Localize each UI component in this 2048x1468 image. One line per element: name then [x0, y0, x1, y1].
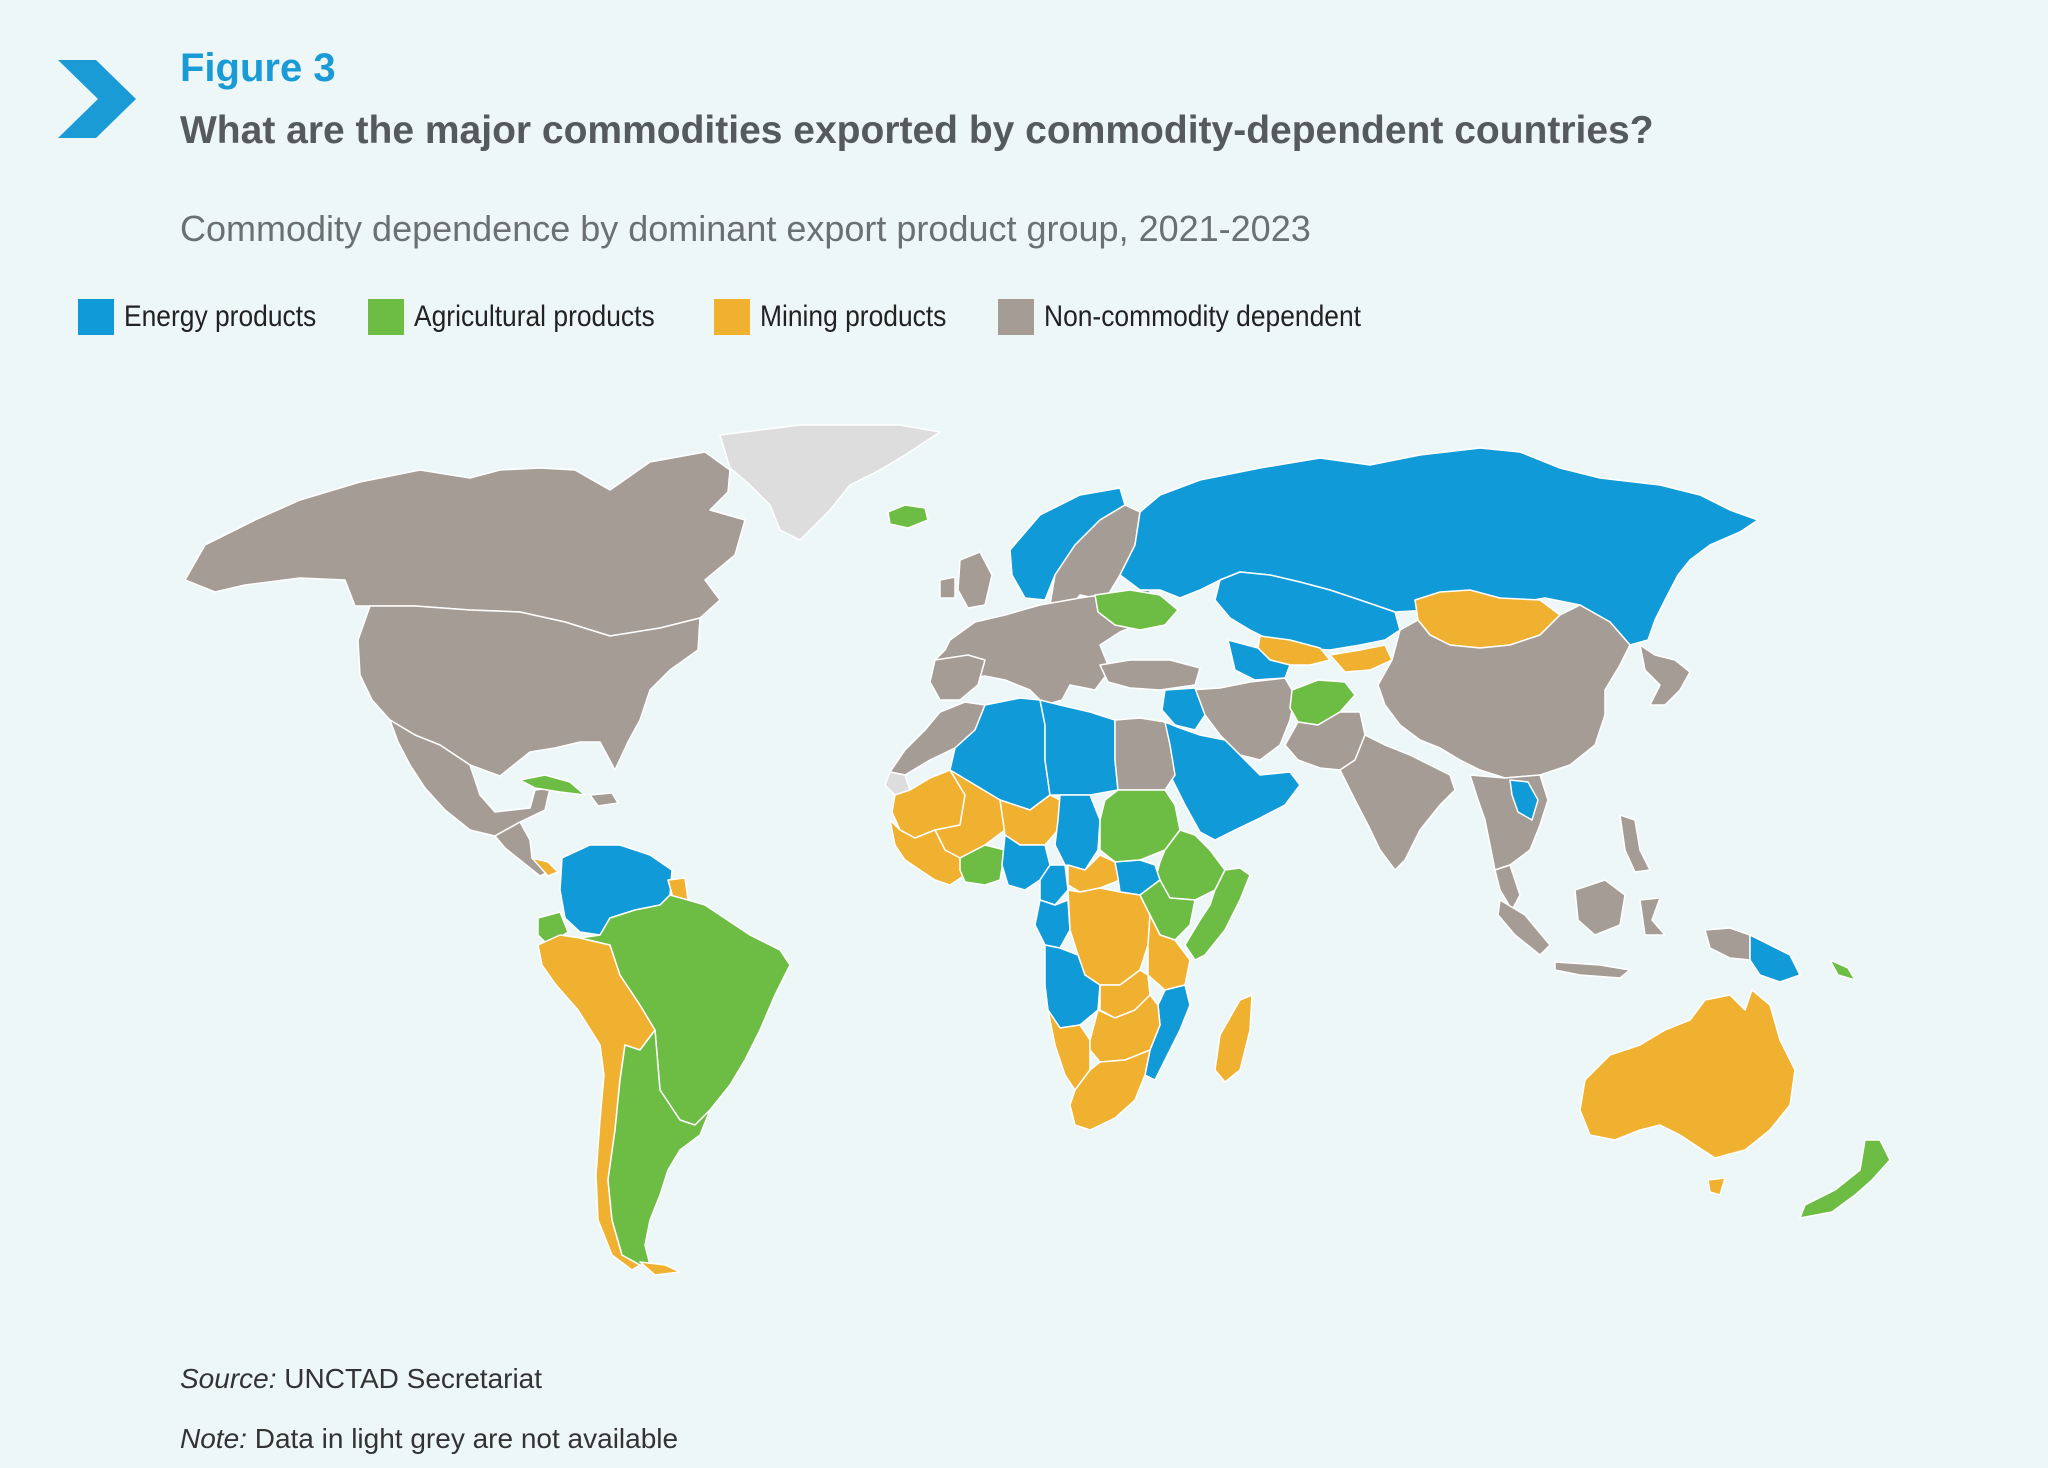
legend-label-non-commodity: Non-commodity dependent: [1043, 300, 1361, 333]
region-somalia: [1184, 867, 1251, 961]
region-cuba: [519, 774, 586, 796]
region-chad: [1054, 794, 1101, 871]
region-papua-new-guinea: [1749, 934, 1801, 983]
region-iraq: [1161, 687, 1206, 731]
region-egypt: [1114, 717, 1176, 791]
note-text: Data in light grey are not available: [254, 1423, 679, 1454]
note: Note: Data in light grey are not availab…: [180, 1423, 678, 1455]
region-argentina: [607, 1029, 711, 1266]
region-new-guinea-west: [1704, 927, 1751, 961]
region-malay-peninsula: [1494, 864, 1521, 911]
region-kazakhstan: [1214, 571, 1401, 651]
region-solomon-islands: [1829, 959, 1856, 981]
note-label: Note:: [180, 1423, 247, 1454]
legend-label-energy: Energy products: [124, 300, 317, 333]
legend-item-mining: Mining products: [713, 299, 972, 335]
region-tierra-del-fuego: [639, 1261, 681, 1276]
region-hispaniola: [589, 792, 619, 807]
world-map: [184, 424, 1891, 1276]
figure-label: Figure 3: [180, 46, 336, 90]
region-south-africa: [1069, 1049, 1151, 1131]
region-ghana-ivory-coast: [959, 844, 1006, 886]
region-iceland: [887, 504, 929, 529]
source-note: Source: UNCTAD Secretariat: [180, 1363, 542, 1395]
legend: Energy products Agricultural products Mi…: [78, 299, 1430, 335]
region-laos: [1509, 779, 1539, 821]
legend-swatch-non-commodity: [997, 299, 1034, 335]
region-india: [1339, 734, 1456, 871]
region-panama: [531, 857, 559, 877]
region-indochina: [1469, 774, 1549, 871]
source-text: UNCTAD Secretariat: [284, 1363, 543, 1394]
region-java: [1554, 961, 1631, 979]
region-mexico: [389, 719, 551, 837]
region-iberia: [929, 654, 986, 701]
region-borneo: [1574, 879, 1626, 936]
legend-item-agricultural: Agricultural products: [368, 299, 687, 335]
chevron-icon: [58, 60, 136, 138]
region-uk: [957, 551, 993, 609]
region-australia: [1579, 989, 1796, 1159]
region-iran: [1189, 677, 1296, 761]
region-sulawesi: [1639, 897, 1666, 936]
region-madagascar: [1214, 994, 1253, 1083]
region-botswana-zimbabwe: [1089, 994, 1161, 1063]
region-turkmenistan: [1227, 639, 1291, 681]
region-korea-japan: [1639, 644, 1691, 706]
region-greenland: [719, 424, 941, 541]
legend-label-mining: Mining products: [759, 300, 947, 333]
legend-swatch-agricultural: [368, 299, 405, 335]
region-ireland: [939, 576, 956, 599]
region-saudi-arabia: [1159, 719, 1301, 841]
region-sumatra: [1497, 899, 1551, 956]
chart-title: What are the major commodities exported …: [180, 109, 1654, 152]
region-china: [1377, 604, 1631, 779]
legend-item-non-commodity: Non-commodity dependent: [997, 299, 1404, 335]
region-philippines: [1619, 814, 1651, 873]
region-canada: [184, 451, 746, 637]
legend-label-agricultural: Agricultural products: [414, 300, 656, 333]
region-libya: [1039, 699, 1119, 796]
region-tasmania: [1707, 1177, 1726, 1196]
region-morocco: [889, 701, 986, 776]
chart-subtitle: Commodity dependence by dominant export …: [180, 208, 1311, 249]
region-ukraine: [1094, 589, 1179, 631]
source-label: Source:: [180, 1363, 277, 1394]
legend-item-energy: Energy products: [78, 299, 342, 335]
region-gabon-congo: [1034, 899, 1071, 949]
region-new-zealand: [1799, 1139, 1891, 1219]
legend-swatch-energy: [78, 299, 114, 335]
legend-swatch-mining: [713, 299, 750, 335]
region-turkey: [1099, 659, 1201, 691]
